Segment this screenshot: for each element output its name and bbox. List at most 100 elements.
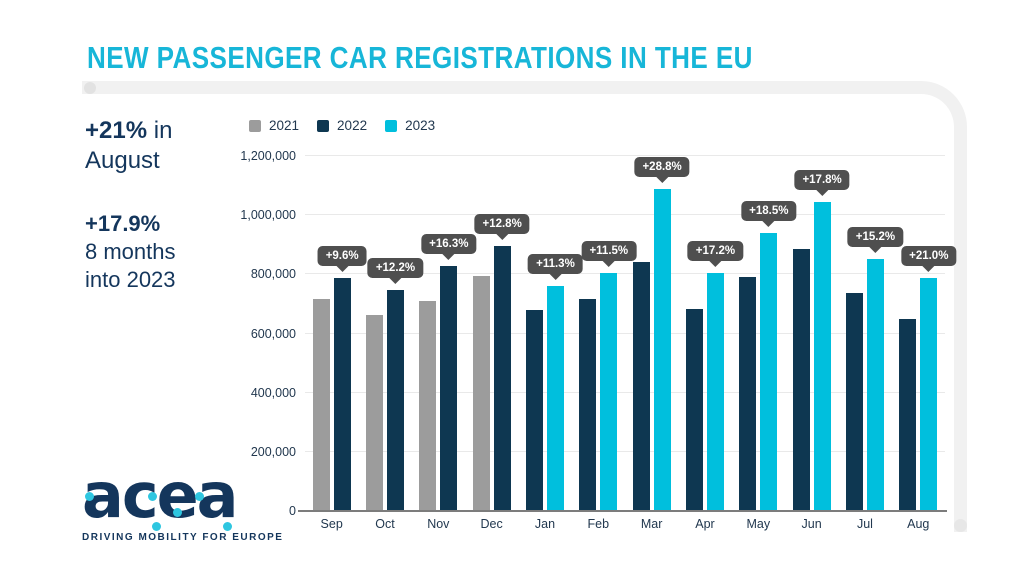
bar-2022-jun bbox=[792, 248, 810, 511]
bar-2023-jan bbox=[546, 286, 564, 511]
x-axis-line bbox=[298, 510, 947, 512]
stat-ytd-value: +17.9% bbox=[85, 211, 161, 236]
x-axis-tick: Jun bbox=[801, 517, 822, 531]
decor-frame-left-cap bbox=[84, 82, 96, 94]
logo-dot-icon bbox=[195, 492, 204, 501]
legend-item-2023: 2023 bbox=[385, 118, 435, 133]
x-axis-tick: Nov bbox=[427, 517, 450, 531]
stat-august-line2: August bbox=[85, 147, 160, 174]
pct-change-tooltip: +21.0% bbox=[901, 245, 957, 266]
stat-august-suffix: in bbox=[147, 117, 173, 144]
bar-2023-may bbox=[760, 233, 778, 511]
bar-2022-oct bbox=[386, 290, 404, 511]
pct-change-tooltip: +16.3% bbox=[421, 234, 477, 255]
x-axis-tick: Feb bbox=[587, 517, 610, 531]
bar-2021-dec bbox=[472, 276, 490, 511]
bar-group-may: +18.5% May bbox=[732, 156, 797, 531]
logo-dot-icon bbox=[223, 522, 232, 531]
x-axis-tick: Apr bbox=[695, 517, 715, 531]
stat-august-value: +21% bbox=[85, 117, 148, 144]
bar-group-dec: +12.8% Dec bbox=[465, 156, 530, 531]
y-axis-tick: 0 bbox=[289, 504, 296, 518]
x-axis-tick: Sep bbox=[320, 517, 343, 531]
legend-swatch-icon bbox=[249, 119, 261, 132]
bar-group-aug: +21.0% Aug bbox=[892, 156, 957, 531]
bar-group-jun: +17.8% Jun bbox=[785, 156, 850, 531]
bar-2022-dec bbox=[493, 245, 511, 511]
legend-label: 2021 bbox=[269, 118, 300, 133]
bar-2023-aug bbox=[920, 277, 938, 511]
y-axis-tick: 200,000 bbox=[250, 444, 296, 459]
y-axis-tick: 800,000 bbox=[250, 267, 296, 282]
gridline bbox=[305, 450, 945, 452]
bar-group-jan: +11.3% Jan bbox=[518, 156, 583, 531]
legend-label: 2022 bbox=[337, 118, 368, 133]
bar-2022-nov bbox=[440, 266, 458, 511]
acea-tagline: DRIVING MOBILITY FOR EUROPE bbox=[82, 532, 284, 543]
bar-group-oct: +12.2% Oct bbox=[358, 156, 424, 531]
x-axis-tick: Jan bbox=[534, 517, 556, 531]
bar-2023-jun bbox=[813, 201, 831, 511]
bar-2022-mar bbox=[632, 261, 650, 511]
pct-change-tooltip: +17.8% bbox=[794, 169, 850, 190]
logo-dot-icon bbox=[173, 508, 182, 517]
pct-change-tooltip: +17.2% bbox=[687, 241, 744, 262]
bar-group-mar: +28.8% Mar bbox=[625, 156, 690, 531]
bar-2022-sep bbox=[333, 277, 351, 511]
bar-2022-jul bbox=[845, 293, 863, 511]
acea-wordmark: acea bbox=[82, 459, 238, 532]
logo-dot-icon bbox=[148, 492, 157, 501]
y-axis-tick: 1,000,000 bbox=[240, 208, 296, 223]
x-axis-tick: Aug bbox=[907, 517, 930, 531]
pct-change-tooltip: +18.5% bbox=[741, 201, 797, 222]
x-axis-tick: May bbox=[746, 517, 771, 531]
x-axis-tick: Jul bbox=[856, 517, 873, 531]
bar-groups: +9.6% Sep +12.2% Oct +16.3% Nov +12.8% Dec +11.3… bbox=[305, 156, 957, 531]
pct-change-tooltip: +12.8% bbox=[474, 213, 530, 234]
pct-change-tooltip: +15.2% bbox=[847, 227, 904, 248]
x-axis-tick: Dec bbox=[480, 517, 503, 531]
decor-frame bbox=[82, 81, 967, 532]
highlight-stats: +21% in August +17.9% 8 months into 2023 bbox=[85, 116, 176, 294]
bar-2022-may bbox=[739, 277, 757, 511]
x-axis-tick: Mar bbox=[640, 517, 663, 531]
y-axis-tick: 400,000 bbox=[250, 385, 296, 400]
bar-2022-jan bbox=[525, 310, 543, 511]
gridline bbox=[305, 391, 945, 393]
y-axis-tick: 1,200,000 bbox=[240, 149, 296, 163]
pct-change-tooltip: +12.2% bbox=[367, 258, 424, 279]
stat-ytd-line3: into 2023 bbox=[85, 267, 176, 292]
stat-august: +21% in August bbox=[85, 116, 176, 176]
bar-group-sep: +9.6% Sep bbox=[305, 156, 367, 531]
stat-ytd: +17.9% 8 months into 2023 bbox=[85, 210, 176, 294]
bar-group-nov: +16.3% Nov bbox=[412, 156, 477, 531]
gridline bbox=[305, 332, 945, 334]
bar-group-jul: +15.2% Jul bbox=[838, 156, 904, 531]
bar-2021-nov bbox=[419, 300, 437, 511]
pct-change-tooltip: +28.8% bbox=[634, 157, 690, 178]
gridline bbox=[305, 155, 945, 156]
decor-frame-bottom-cap bbox=[954, 519, 967, 532]
logo-dot-icon bbox=[152, 522, 161, 531]
legend-swatch-icon bbox=[385, 119, 398, 132]
pct-change-tooltip: +9.6% bbox=[317, 245, 367, 266]
stat-ytd-line2: 8 months bbox=[85, 239, 176, 264]
bar-2022-feb bbox=[579, 299, 597, 511]
bar-2022-apr bbox=[685, 309, 703, 511]
pct-change-tooltip: +11.3% bbox=[528, 254, 583, 275]
acea-logo: acea DRIVING MOBILITY FOR EUROPE bbox=[82, 459, 284, 544]
bar-group-feb: +11.5% Feb bbox=[572, 156, 637, 531]
bar-2021-sep bbox=[312, 298, 330, 511]
bar-2023-feb bbox=[600, 273, 618, 511]
bar-2022-aug bbox=[899, 319, 917, 511]
bar-2023-apr bbox=[706, 273, 724, 511]
gridline bbox=[305, 214, 945, 216]
bar-2021-oct bbox=[365, 314, 383, 511]
bar-2023-mar bbox=[653, 189, 671, 511]
bar-2023-jul bbox=[866, 259, 884, 511]
chart-legend: 2021 2022 2023 bbox=[249, 118, 435, 133]
x-axis-tick: Oct bbox=[375, 517, 395, 531]
page-title: NEW PASSENGER CAR REGISTRATIONS IN THE E… bbox=[87, 40, 753, 75]
legend-item-2021: 2021 bbox=[249, 118, 299, 133]
